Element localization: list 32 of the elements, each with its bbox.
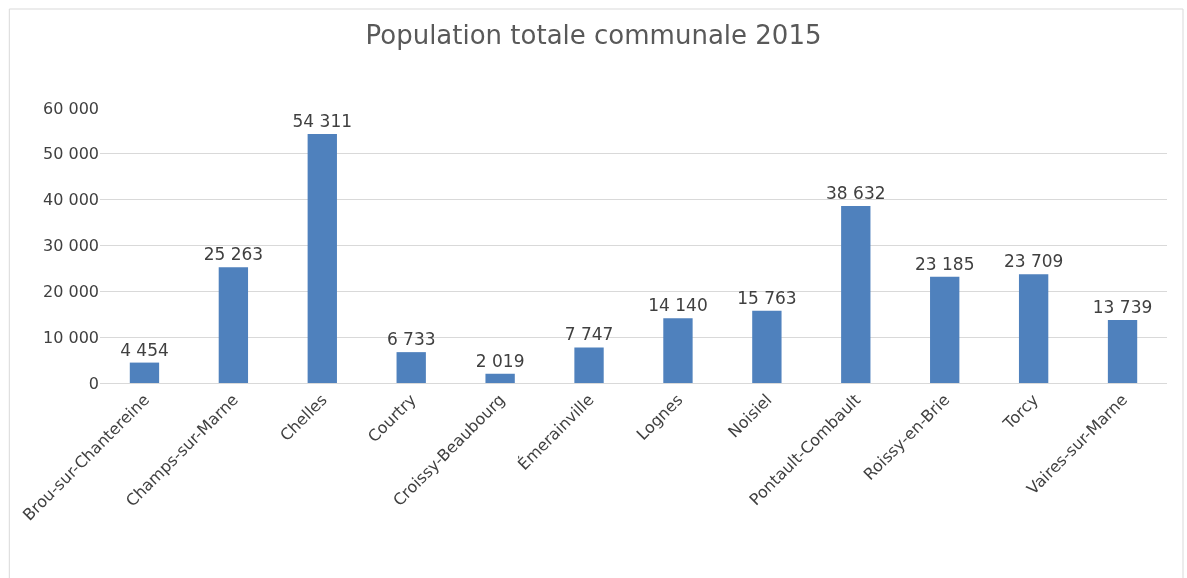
data-label: 6 733 (386, 329, 436, 350)
bar (129, 362, 160, 383)
data-label: 54 311 (292, 111, 353, 132)
data-label: 25 263 (203, 244, 264, 265)
data-label: 13 739 (1092, 297, 1153, 318)
bar (930, 276, 960, 383)
bar (218, 267, 249, 383)
bar (574, 347, 604, 383)
bar (752, 310, 782, 383)
bar (396, 352, 426, 383)
data-label: 23 185 (914, 253, 975, 274)
data-label: 14 140 (648, 295, 708, 316)
bar (663, 318, 693, 383)
data-label: 4 454 (120, 339, 169, 360)
y-tick-label: 0 (88, 373, 99, 393)
chart-title: Population totale communale 2015 (365, 20, 822, 51)
y-tick-label: 30 000 (43, 236, 99, 256)
data-label: 38 632 (826, 182, 886, 203)
y-tick-label: 40 000 (43, 190, 99, 210)
bar (1018, 274, 1049, 383)
y-tick-label: 50 000 (43, 144, 99, 164)
data-label: 15 763 (737, 287, 797, 308)
bar (485, 373, 515, 383)
bar (1107, 320, 1138, 383)
y-tick-label: 10 000 (43, 327, 99, 347)
data-label: 23 709 (1003, 251, 1064, 272)
bar (307, 134, 337, 383)
data-label: 7 747 (564, 324, 614, 345)
y-tick-label: 20 000 (43, 281, 99, 301)
bar (841, 205, 871, 383)
data-label: 2 019 (475, 350, 525, 371)
y-tick-label: 60 000 (43, 98, 99, 118)
